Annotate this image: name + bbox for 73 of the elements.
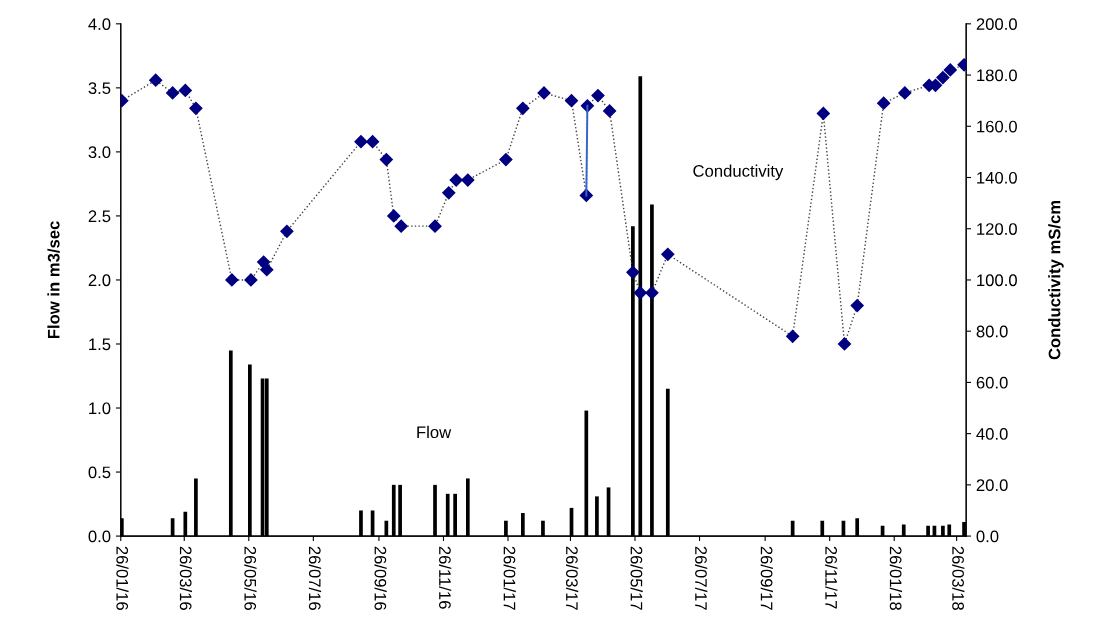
point (837, 337, 852, 351)
point (591, 88, 605, 103)
point (943, 63, 957, 77)
x-tick-label: 26/05/17 (630, 546, 643, 610)
y-tick-label: 4.0 (88, 18, 111, 31)
y-tick-label: 1.5 (89, 338, 111, 351)
x-tick-label: 26/03/18 (952, 546, 965, 610)
point (626, 265, 640, 279)
point (428, 219, 442, 233)
y-tick-label: 3.0 (88, 146, 111, 159)
point (633, 286, 647, 300)
point (898, 86, 912, 100)
y2-tick-label: 20.0 (976, 479, 1008, 492)
point (461, 173, 475, 187)
point (149, 73, 163, 87)
y-tick-label: 2.0 (88, 274, 111, 287)
x-tick-label: 26/01/16 (116, 546, 129, 610)
point (603, 104, 617, 118)
y2-tick-label: 80.0 (976, 325, 1008, 338)
x-tick-label: 26/05/16 (244, 546, 257, 610)
y2-tick-label: 100.0 (977, 274, 1017, 287)
point (537, 86, 551, 100)
y2-tick-label: 200.0 (976, 18, 1017, 31)
point (394, 219, 408, 233)
series-label: Conductivity (693, 164, 784, 181)
point (280, 224, 294, 238)
point (354, 135, 368, 149)
y2-tick-label: 0.0 (976, 530, 999, 543)
x-tick-label: 26/07/17 (695, 546, 708, 610)
point (442, 186, 456, 200)
point (816, 106, 830, 121)
y2-tick-label: 180.0 (977, 69, 1017, 82)
point (244, 273, 258, 287)
y-tick-label: 0.0 (88, 530, 111, 543)
point (499, 152, 513, 167)
y-tick-label: 3.5 (88, 82, 111, 95)
point (877, 96, 891, 110)
x-tick-label: 26/03/17 (565, 546, 579, 610)
point (564, 94, 579, 108)
point (449, 173, 463, 187)
x-tick-label: 26/09/16 (374, 546, 387, 610)
x-tick-label: 26/01/18 (889, 546, 902, 610)
point (379, 152, 393, 167)
point (166, 86, 180, 100)
point (516, 101, 530, 115)
y2-tick-label: 40.0 (976, 428, 1008, 440)
x-tick-label: 26/07/16 (308, 546, 322, 610)
point (366, 135, 380, 149)
y2-tick-label: 140.0 (977, 171, 1017, 184)
x-tick-label: 26/09/17 (760, 546, 773, 610)
point (178, 83, 192, 98)
y-tick-label: 0.5 (88, 466, 111, 479)
point (387, 209, 401, 223)
point (661, 247, 675, 261)
y2-tick-label: 160.0 (977, 120, 1017, 133)
point (189, 101, 203, 115)
y2-axis-title: Conductivity mS/cm (1048, 200, 1064, 360)
point (645, 286, 659, 300)
point (850, 298, 864, 313)
point (936, 71, 950, 85)
x-tick-label: 26/01/17 (503, 546, 516, 610)
x-tick-label: 26/11/16 (439, 546, 452, 609)
point (786, 329, 800, 343)
y-axis-title: Flow in m3/sec (47, 221, 60, 339)
y-tick-label: 2.5 (88, 210, 111, 223)
text: Flow (417, 425, 452, 439)
point (260, 263, 274, 277)
point (225, 273, 239, 287)
y2-tick-label: 120.0 (977, 223, 1017, 235)
x-tick-label: 26/11/17 (825, 546, 838, 609)
y-tick-label: 1.0 (89, 402, 111, 415)
x-tick-label: 26/03/16 (179, 546, 193, 610)
y2-tick-label: 60.0 (976, 376, 1008, 389)
